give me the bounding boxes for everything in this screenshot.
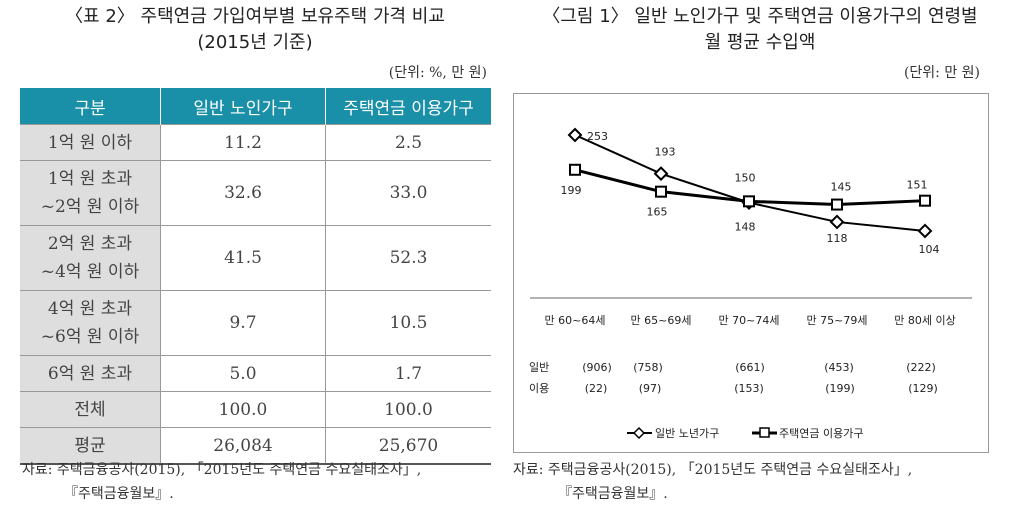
diamond-marker	[829, 214, 845, 230]
count-value: (453)	[824, 361, 854, 374]
legend-general: 일반 노년가구	[655, 426, 719, 440]
data-label: 145	[831, 181, 852, 194]
diamond-marker	[567, 127, 583, 143]
table-row: 평균 26,084 25,670	[20, 427, 491, 465]
pension-value: 25,670	[325, 427, 491, 465]
row-label: 4억 원 초과 ~6억 원 이하	[20, 290, 161, 356]
table-source: 자료: 주택금융공사(2015), 「2015년도 주택연금 수요실태조사」, 『…	[22, 462, 422, 502]
pension-value: 33.0	[325, 160, 491, 226]
square-marker	[919, 194, 931, 207]
legend-pension: 주택연금 이용가구	[779, 427, 863, 440]
price-table: 구분 일반 노인가구 주택연금 이용가구 1억 원 이하 11.2 2.5 1억 원 …	[20, 88, 491, 465]
count-row-label: 이용	[529, 382, 549, 395]
count-value: (97)	[639, 382, 662, 395]
table-row: 6억 원 초과 5.0 1.7	[20, 355, 491, 392]
table-row: 2억 원 초과 ~4억 원 이하 41.5 52.3	[20, 225, 491, 291]
table-row: 전체 100.0 100.0	[20, 391, 491, 428]
figure-unit: (단위: 만 원)	[903, 65, 980, 81]
category-label: 만 65~69세	[631, 314, 692, 327]
square-marker	[743, 195, 755, 208]
category-label: 만 70~74세	[719, 314, 780, 327]
count-value: (661)	[735, 361, 765, 374]
legend-square-icon	[759, 427, 770, 438]
category-label: 만 75~79세	[807, 314, 868, 327]
category-label: 만 80세 이상	[894, 314, 955, 327]
general-value: 32.6	[160, 160, 326, 226]
square-marker	[831, 198, 843, 211]
chart-svg: 253 193 148 118 104 199 165 150 145 151 만 60~64세 만 …	[529, 127, 972, 440]
data-label: 165	[647, 206, 668, 219]
square-marker	[655, 185, 667, 198]
figure-title: 〈그림 1〉 일반 노인가구 및 주택연금 이용가구의 연령별 월 평균 수입액	[542, 6, 978, 53]
header-category: 구분	[20, 88, 161, 125]
data-label: 118	[827, 232, 848, 245]
row-label: 전체	[20, 391, 161, 428]
pension-value: 10.5	[325, 290, 491, 356]
data-label: 104	[919, 243, 940, 256]
header-general: 일반 노인가구	[160, 88, 326, 125]
general-value: 5.0	[160, 355, 326, 392]
count-value: (199)	[825, 382, 855, 395]
data-label: 148	[735, 221, 756, 234]
diamond-marker	[653, 166, 669, 182]
count-value: (129)	[908, 382, 938, 395]
data-label: 193	[655, 146, 676, 159]
count-value: (22)	[585, 382, 608, 395]
table-title: 〈표 2〉 주택연금 가입여부별 보유주택 가격 비교 (2015년 기준)	[65, 6, 445, 53]
row-label: 평균	[20, 427, 161, 465]
general-value: 41.5	[160, 225, 326, 291]
count-row-label: 일반	[529, 360, 549, 374]
pension-value: 2.5	[325, 124, 491, 161]
legend-diamond-icon	[632, 426, 646, 440]
general-value: 100.0	[160, 391, 326, 428]
row-label: 6억 원 초과	[20, 355, 161, 392]
data-label: 199	[561, 184, 582, 197]
pension-value: 1.7	[325, 355, 491, 392]
row-label: 1억 원 초과 ~2억 원 이하	[20, 160, 161, 226]
general-value: 26,084	[160, 427, 326, 465]
general-value: 11.2	[160, 124, 326, 161]
count-value: (906)	[582, 361, 612, 374]
data-label: 253	[587, 130, 608, 143]
row-label: 1억 원 이하	[20, 124, 161, 161]
table-row: 1억 원 초과 ~2억 원 이하 32.6 33.0	[20, 160, 491, 226]
figure-source: 자료: 주택금융공사(2015), 「2015년도 주택연금 수요실태조사」, 『…	[513, 462, 913, 502]
square-marker	[569, 163, 581, 176]
pension-value: 52.3	[325, 225, 491, 291]
table-unit: (단위: %, 만 원)	[388, 65, 487, 81]
table-row: 1억 원 이하 11.2 2.5	[20, 124, 491, 161]
pension-value: 100.0	[325, 391, 491, 428]
diamond-marker	[917, 223, 933, 239]
header-pension: 주택연금 이용가구	[325, 88, 491, 125]
line-chart: 253 193 148 118 104 199 165 150 145 151 만 60~64세 만 …	[513, 93, 989, 453]
count-value: (153)	[734, 382, 764, 395]
category-label: 만 60~64세	[545, 314, 606, 327]
general-value: 9.7	[160, 290, 326, 356]
table-row: 4억 원 초과 ~6억 원 이하 9.7 10.5	[20, 290, 491, 356]
count-value: (758)	[633, 361, 663, 374]
data-label: 151	[907, 179, 928, 192]
data-label: 150	[735, 171, 756, 184]
row-label: 2억 원 초과 ~4억 원 이하	[20, 225, 161, 291]
count-value: (222)	[906, 361, 936, 374]
